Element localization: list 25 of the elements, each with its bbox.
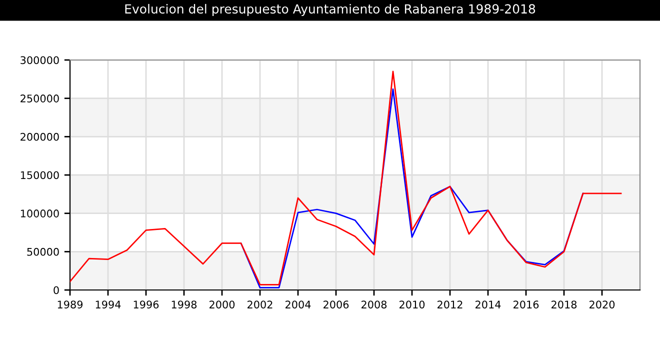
chart-title: Evolucion del presupuesto Ayuntamiento de Rabanera 1989-2018	[125, 4, 536, 16]
y-tick-label: 300000	[20, 56, 59, 64]
x-tick-label: 1989	[58, 300, 83, 308]
line-series	[70, 70, 622, 286]
x-tick-label: 1996	[134, 300, 159, 308]
x-tick-label: 1998	[172, 300, 197, 308]
x-tick-label: 1994	[96, 300, 121, 308]
y-tick-label: 0	[54, 286, 59, 294]
y-tick-label: 100000	[20, 210, 59, 218]
x-tick-label: 2014	[476, 300, 501, 308]
x-tick-label: 2018	[552, 300, 577, 308]
x-tick-label: 2000	[210, 300, 235, 308]
x-tick-label: 2006	[324, 300, 349, 308]
x-tick-label: 2004	[286, 300, 311, 308]
x-tick-label: 2012	[438, 300, 462, 308]
y-tick-label: 50000	[27, 248, 59, 256]
x-tick-label: 2020	[590, 300, 615, 308]
y-tick-label: 150000	[20, 171, 59, 180]
y-tick-label: 200000	[20, 132, 59, 141]
x-tick-label: 2008	[362, 300, 387, 308]
x-tick-label: 2010	[400, 300, 425, 308]
x-tick-label: 2002	[248, 300, 272, 308]
line-series	[240, 88, 584, 288]
y-tick-label: 250000	[20, 94, 59, 102]
x-tick-label: 2016	[514, 300, 539, 308]
